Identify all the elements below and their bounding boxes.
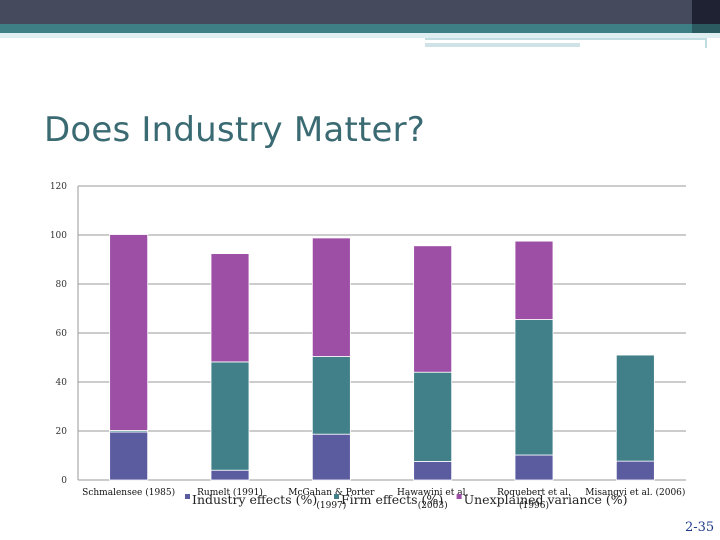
bar-segment <box>109 234 149 431</box>
y-tick-label: 0 <box>61 476 67 486</box>
x-category-label: Misangyi et al. (2006) <box>585 487 685 498</box>
teal-band-accent <box>692 24 720 33</box>
top-banner-accent <box>692 0 720 24</box>
legend-swatch <box>456 494 462 499</box>
top-banner <box>0 0 720 24</box>
x-category-label: (2003) <box>418 500 448 511</box>
decorative-rule <box>425 43 580 47</box>
bar-segment <box>311 356 351 435</box>
x-category-label: (1997) <box>316 500 346 511</box>
bar-segment <box>413 245 453 373</box>
legend-swatch <box>185 494 190 499</box>
y-tick-label: 20 <box>56 427 68 437</box>
x-category-label: Schmalensee (1985) <box>82 487 175 498</box>
x-category-label: Roquebert et al. <box>497 488 571 498</box>
bar-segment <box>413 371 453 462</box>
bar-segment <box>109 431 149 481</box>
page-number: 2-35 <box>685 520 715 535</box>
bar-segment <box>514 319 554 456</box>
bar-segment <box>413 460 453 481</box>
bar-segment <box>615 460 655 481</box>
bar-segment <box>311 237 351 357</box>
legend-label: Industry effects (%) <box>192 492 317 507</box>
x-category-label: Rumelt (1991) <box>197 487 263 498</box>
y-tick-label: 80 <box>56 280 68 290</box>
y-tick-label: 60 <box>56 329 68 339</box>
slide-title: Does Industry Matter? <box>44 110 426 150</box>
bar-segment <box>514 240 554 320</box>
bar-segment <box>210 253 250 363</box>
x-category-label: McGahan & Porter <box>288 488 375 498</box>
bar-segment <box>210 361 250 471</box>
y-tick-label: 40 <box>56 378 68 388</box>
x-category-label: Hawawini et al. <box>397 488 468 498</box>
legend-label: Firm effects (%) <box>341 492 443 507</box>
y-tick-label: 120 <box>50 182 67 192</box>
y-tick-label: 100 <box>50 231 67 241</box>
decorative-rule <box>705 38 707 48</box>
bar-segment <box>210 469 250 481</box>
decorative-rule <box>425 38 705 40</box>
x-category-label: (1996) <box>519 500 549 511</box>
legend-label: Unexplained variance (%) <box>464 492 628 507</box>
legend-swatch <box>334 494 339 499</box>
decorative-rule <box>0 33 720 38</box>
teal-band <box>0 24 720 33</box>
bar-segment <box>615 354 655 462</box>
bar-segment <box>311 433 351 481</box>
bar-segment <box>514 454 554 481</box>
